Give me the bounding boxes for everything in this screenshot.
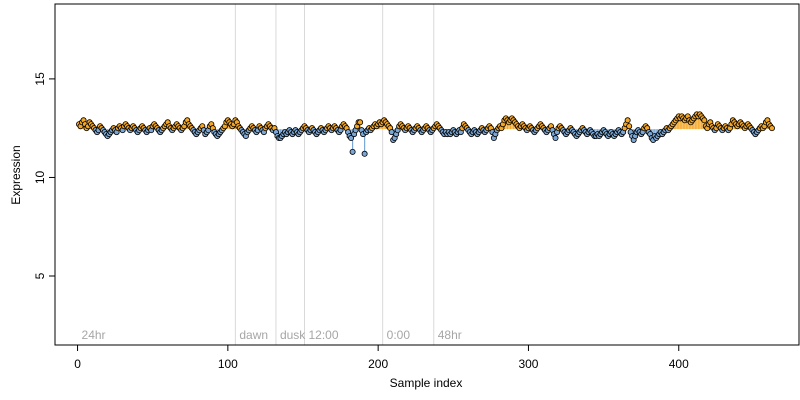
y-tick-label: 10	[33, 170, 47, 184]
data-point	[626, 123, 633, 130]
x-tick-label: 400	[669, 357, 689, 371]
y-tick-label: 15	[33, 72, 47, 86]
plot-frame	[54, 3, 800, 346]
data-point	[624, 117, 631, 124]
x-tick-label: 300	[518, 357, 538, 371]
data-point	[348, 135, 355, 142]
y-tick-label: 5	[33, 272, 47, 279]
data-point	[361, 150, 368, 157]
x-tick-label: 0	[74, 357, 81, 371]
phase-label: 48hr	[438, 328, 462, 342]
phase-label: 12:00	[309, 328, 339, 342]
x-axis-label: Sample index	[390, 376, 463, 390]
x-axis: 0 100 200 300 400	[74, 345, 689, 371]
data-point	[768, 125, 775, 132]
data-point	[701, 117, 708, 124]
y-axis: 5 10 15	[33, 72, 55, 279]
phase-label: dusk	[280, 328, 306, 342]
data-point	[357, 119, 364, 126]
phase-label: dawn	[239, 328, 268, 342]
x-tick-label: 100	[218, 357, 238, 371]
phase-lines	[234, 4, 435, 345]
phase-label: 24hr	[82, 328, 106, 342]
data-points	[76, 111, 775, 157]
x-tick-label: 200	[368, 357, 388, 371]
phase-labels: 24hr dawn dusk 12:00 0:00 48hr	[82, 328, 462, 342]
data-point	[552, 135, 559, 142]
data-point	[349, 148, 356, 155]
y-axis-label: Expression	[9, 145, 23, 204]
phase-label: 0:00	[387, 328, 411, 342]
